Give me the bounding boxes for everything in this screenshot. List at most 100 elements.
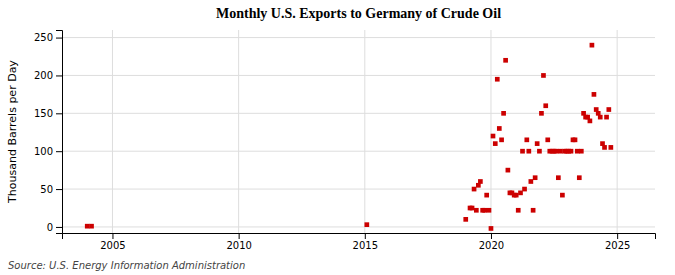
- point: [518, 191, 523, 196]
- tick-mark: [56, 38, 62, 39]
- tick-label: 2010: [226, 240, 251, 251]
- point: [602, 145, 607, 150]
- grid-line-y: [62, 189, 655, 190]
- tick-label: 250: [34, 32, 53, 43]
- y-axis-label: Thousand Barrels per Day: [6, 60, 19, 204]
- point: [499, 137, 504, 142]
- tick-label: 100: [34, 146, 53, 157]
- point: [535, 141, 540, 146]
- tick: 50: [40, 184, 62, 195]
- tick-mark: [56, 113, 62, 114]
- tick-label: 150: [34, 108, 53, 119]
- point: [541, 73, 546, 78]
- point: [560, 193, 565, 198]
- point: [604, 115, 609, 120]
- tick-label: 0: [47, 222, 53, 233]
- point: [495, 77, 500, 82]
- point: [501, 111, 506, 116]
- point: [590, 43, 595, 48]
- tick-mark: [56, 227, 62, 228]
- tick: 2025: [605, 233, 630, 251]
- grid-line-x: [490, 30, 491, 233]
- title: Monthly U.S. Exports to Germany of Crude…: [216, 6, 501, 21]
- point: [484, 193, 489, 198]
- point: [545, 137, 550, 142]
- tick-mark: [365, 233, 366, 239]
- grid-line-y: [62, 226, 655, 227]
- tick: 2010: [226, 233, 251, 251]
- point: [529, 179, 534, 184]
- point: [491, 134, 496, 139]
- point: [539, 111, 544, 116]
- tick: 200: [34, 70, 62, 81]
- point: [489, 226, 494, 231]
- tick-mark: [491, 233, 492, 239]
- grid-line-x: [112, 30, 113, 233]
- point: [474, 208, 479, 213]
- tick: 2015: [353, 233, 378, 251]
- point: [569, 149, 574, 154]
- tick: 2005: [100, 233, 125, 251]
- point: [470, 206, 475, 211]
- point: [89, 224, 94, 229]
- point: [573, 137, 578, 142]
- point: [575, 149, 580, 154]
- tick-mark: [239, 233, 240, 239]
- point: [506, 168, 511, 173]
- point: [497, 126, 502, 131]
- tick-label: 2020: [479, 240, 504, 251]
- grid-line-y: [62, 75, 655, 76]
- axis-line: [56, 31, 63, 234]
- grid-line-x: [617, 30, 618, 233]
- point: [533, 175, 538, 180]
- point: [608, 145, 613, 150]
- tick-mark: [617, 233, 618, 239]
- tick: 100: [34, 146, 62, 157]
- tick-mark: [112, 233, 113, 239]
- y-axis: 0 50 100 150 200 250: [34, 31, 63, 234]
- point: [482, 208, 487, 213]
- tick-label: 50: [40, 184, 53, 195]
- point: [524, 137, 529, 142]
- point: [556, 175, 561, 180]
- chart: 2005 2010 2015 2020 2025 0 50 100 150 200 250 Month…: [0, 0, 675, 275]
- point: [503, 58, 508, 63]
- point: [592, 92, 597, 97]
- tick-mark: [56, 189, 62, 190]
- point: [579, 149, 584, 154]
- point: [558, 149, 563, 154]
- tick-label: 2005: [100, 240, 125, 251]
- tick: 0: [47, 222, 62, 233]
- tick: 250: [34, 32, 62, 43]
- plot-area: 2005 2010 2015 2020 2025 0 50 100 150 200 250: [34, 30, 656, 251]
- grid-line-y: [62, 37, 655, 38]
- tick: 150: [34, 108, 62, 119]
- point: [493, 141, 498, 146]
- point: [598, 115, 603, 120]
- tick: 2020: [479, 233, 504, 251]
- grid-line-y: [62, 113, 655, 114]
- point: [537, 149, 542, 154]
- point: [543, 103, 548, 108]
- tick-label: 200: [34, 70, 53, 81]
- point: [526, 149, 531, 154]
- point: [514, 193, 519, 198]
- point: [85, 224, 90, 229]
- point: [472, 187, 477, 192]
- point: [588, 119, 593, 124]
- point: [478, 179, 483, 184]
- point: [531, 208, 536, 213]
- x-axis: 2005 2010 2015 2020 2025: [63, 233, 656, 251]
- tick-label: 2015: [353, 240, 378, 251]
- tick-mark: [56, 151, 62, 152]
- point: [364, 222, 369, 227]
- point: [522, 187, 527, 192]
- point: [487, 208, 492, 213]
- point: [463, 217, 468, 222]
- point: [520, 149, 525, 154]
- source-note: Source: U.S. Energy Information Administ…: [8, 260, 245, 271]
- point: [554, 149, 559, 154]
- points: [85, 43, 613, 231]
- grid-line-x: [364, 30, 365, 233]
- grid-line-x: [238, 30, 239, 233]
